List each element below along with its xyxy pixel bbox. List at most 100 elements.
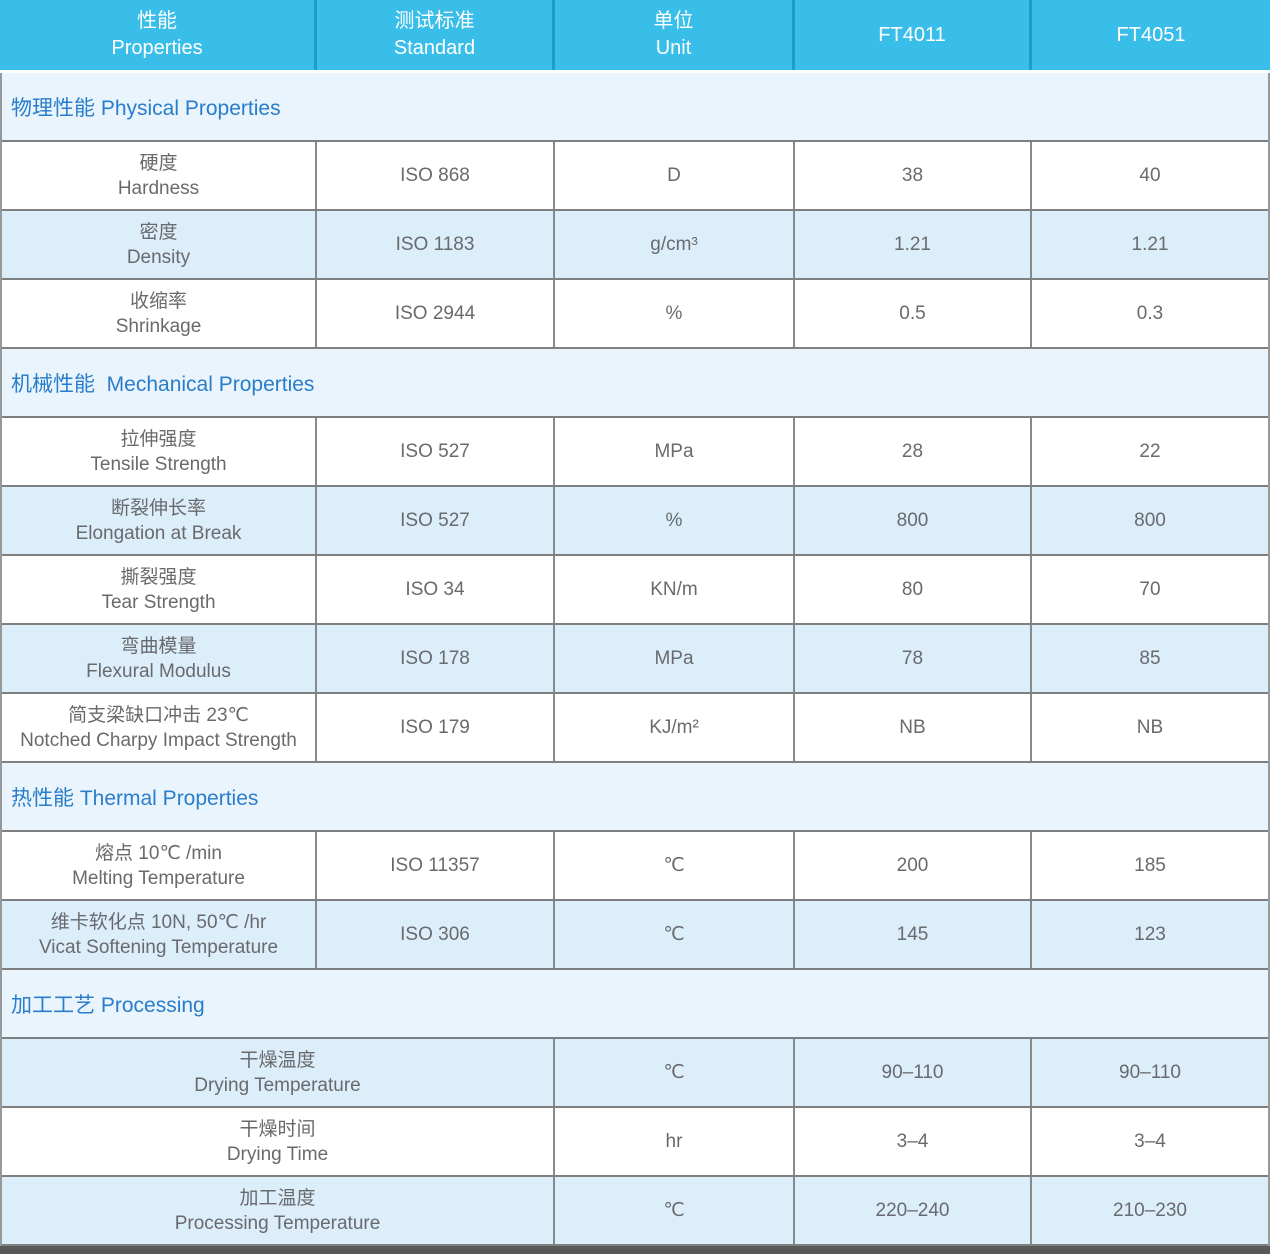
- value-cell-ft4011: NB: [795, 694, 1032, 761]
- header-unit-zh: 单位: [653, 10, 694, 32]
- header-cell-unit: 单位 Unit: [555, 0, 795, 70]
- value-cell-ft4011: 90–110: [795, 1039, 1032, 1106]
- section-header-row: 加工工艺 Processing: [2, 970, 1268, 1039]
- property-label-zh: 收缩率: [129, 290, 187, 312]
- unit-cell: ℃: [555, 1177, 795, 1244]
- property-label-zh: 弯曲模量: [120, 635, 197, 657]
- value-cell-ft4011: 78: [795, 625, 1032, 692]
- table-row: 干燥时间 Drying Time hr 3–4 3–4: [2, 1108, 1268, 1177]
- value-cell-ft4051: NB: [1136, 717, 1164, 738]
- property-label-zh: 密度: [139, 221, 178, 243]
- table-row: 收缩率 Shrinkage ISO 2944% 0.5 0.3: [2, 280, 1268, 349]
- table-row: 简支梁缺口冲击 23℃ Notched Charpy Impact Strengt…: [2, 694, 1268, 763]
- standard-cell: ISO 178: [317, 625, 555, 692]
- property-label-en: Hardness: [117, 177, 200, 199]
- section-header-row: 物理性能 Physical Properties: [2, 73, 1268, 142]
- property-label-en: Density: [126, 246, 191, 268]
- section-title: 机械性能 Mechanical Properties: [11, 372, 315, 396]
- property-cell: 密度 Density: [2, 211, 317, 278]
- property-label-zh: 断裂伸长率: [110, 497, 206, 519]
- section-title: 加工工艺 Processing: [11, 993, 205, 1017]
- property-label-zh: 硬度: [139, 152, 178, 174]
- table-row: 熔点 10℃ /min Melting Temperature ISO 11357 ℃…: [2, 832, 1268, 901]
- header-ft4011-label: FT4011: [878, 23, 946, 46]
- value-cell-ft4011: 145: [795, 901, 1032, 968]
- property-cell: 断裂伸长率 Elongation at Break: [2, 487, 317, 554]
- unit-cell: MPa: [555, 625, 795, 692]
- value-cell-ft4051: 210–230: [1113, 1200, 1187, 1221]
- property-label-en: Drying Time: [226, 1143, 329, 1165]
- bottom-border-bar: [0, 1246, 1270, 1254]
- unit-cell: KN/m: [555, 556, 795, 623]
- unit-cell: ℃: [555, 901, 795, 968]
- header-properties-en: Properties: [111, 37, 203, 59]
- property-cell: 加工温度 Processing Temperature: [2, 1177, 555, 1244]
- property-label-zh: 维卡软化点 10N, 50℃ /hr: [50, 911, 267, 933]
- value-cell-ft4051: 1.21: [1131, 234, 1169, 255]
- property-label-zh: 加工温度: [239, 1187, 316, 1209]
- property-cell: 硬度 Hardness: [2, 142, 317, 209]
- value-cell-ft4051: 85: [1139, 648, 1161, 669]
- header-properties-zh: 性能: [137, 10, 177, 32]
- property-label-zh: 熔点 10℃ /min: [95, 842, 222, 864]
- standard-cell: ISO 527: [317, 418, 555, 485]
- value-cell-ft4051: 22: [1139, 441, 1161, 462]
- table-row: 拉伸强度 Tensile Strength ISO 527 MPa 28 22: [2, 418, 1268, 487]
- value-cell-ft4011: 800: [795, 487, 1032, 554]
- property-label-en: Elongation at Break: [75, 522, 242, 544]
- table-row: 撕裂强度 Tear Strength ISO 34 KN/m 80 70: [2, 556, 1268, 625]
- standard-cell: ISO 2944: [317, 280, 555, 347]
- section-title: 物理性能 Physical Properties: [11, 96, 281, 120]
- table-row: 维卡软化点 10N, 50℃ /hr Vicat Softening Temper…: [2, 901, 1268, 970]
- header-cell-ft4051: FT4051: [1032, 0, 1270, 70]
- header-standard-zh: 测试标准: [394, 10, 475, 32]
- header-standard-en: Standard: [393, 37, 476, 59]
- unit-cell: ℃: [555, 1039, 795, 1106]
- property-cell: 弯曲模量 Flexural Modulus: [2, 625, 317, 692]
- unit-cell: MPa: [555, 418, 795, 485]
- table-row: 硬度 Hardness ISO 868 D 38 40: [2, 142, 1268, 211]
- property-cell: 熔点 10℃ /min Melting Temperature: [2, 832, 317, 899]
- unit-cell: D: [555, 142, 795, 209]
- table-row: 干燥温度 Drying Temperature ℃ 90–110 90–110: [2, 1039, 1268, 1108]
- property-label-en: Tensile Strength: [90, 453, 227, 475]
- property-label-en: Flexural Modulus: [86, 660, 231, 682]
- property-label-en: Shrinkage: [115, 315, 202, 337]
- property-cell: 干燥时间 Drying Time: [2, 1108, 555, 1175]
- value-cell-ft4051: 3–4: [1134, 1131, 1166, 1152]
- property-cell: 撕裂强度 Tear Strength: [2, 556, 317, 623]
- header-ft4051-label: FT4051: [1116, 23, 1186, 46]
- property-label-zh: 拉伸强度: [120, 428, 197, 450]
- value-cell-ft4011: 220–240: [795, 1177, 1032, 1244]
- header-unit-en: Unit: [655, 37, 692, 59]
- property-label-zh: 撕裂强度: [120, 566, 197, 588]
- section-title: 热性能 Thermal Properties: [11, 786, 259, 810]
- value-cell-ft4011: 200: [795, 832, 1032, 899]
- table-row: 断裂伸长率 Elongation at Break ISO 527% 800 800: [2, 487, 1268, 556]
- value-cell-ft4051: 123: [1134, 924, 1166, 945]
- table-header-row: 性能 Properties 测试标准 Standard 单位 Unit FT40…: [0, 0, 1270, 70]
- value-cell-ft4011: 28: [795, 418, 1032, 485]
- table-row: 密度 Density ISO 1183 g/cm³ 1.21 1.21: [2, 211, 1268, 280]
- section-header-row: 机械性能 Mechanical Properties: [2, 349, 1268, 418]
- value-cell-ft4051: 800: [1134, 510, 1166, 531]
- value-cell-ft4011: 3–4: [795, 1108, 1032, 1175]
- standard-cell: ISO 868: [317, 142, 555, 209]
- value-cell-ft4051: 185: [1134, 855, 1166, 876]
- value-cell-ft4051: 90–110: [1119, 1062, 1181, 1083]
- value-cell-ft4011: 80: [795, 556, 1032, 623]
- header-cell-ft4011: FT4011: [795, 0, 1032, 70]
- table-row: 加工温度 Processing Temperature ℃ 220–240 210–23…: [2, 1177, 1268, 1246]
- value-cell-ft4011: 1.21: [795, 211, 1032, 278]
- value-cell-ft4011: 0.5: [795, 280, 1032, 347]
- property-label-en: Notched Charpy Impact Strength: [20, 729, 297, 751]
- unit-cell: g/cm³: [555, 211, 795, 278]
- property-label-en: Drying Temperature: [194, 1074, 361, 1096]
- property-cell: 拉伸强度 Tensile Strength: [2, 418, 317, 485]
- unit-cell: %: [555, 280, 795, 347]
- header-cell-properties: 性能 Properties: [0, 0, 317, 70]
- property-label-en: Tear Strength: [101, 591, 216, 613]
- table-body: 物理性能 Physical Properties 硬度 Hardness ISO 86…: [0, 73, 1270, 1246]
- property-cell: 维卡软化点 10N, 50℃ /hr Vicat Softening Temper…: [2, 901, 317, 968]
